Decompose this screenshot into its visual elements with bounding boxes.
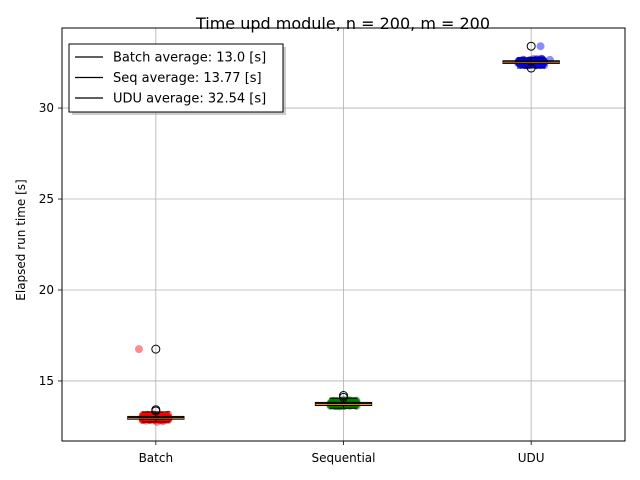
scatter-point [134, 345, 143, 354]
outlier-marker [526, 63, 536, 73]
chart-title: Time upd module, n = 200, m = 200 [195, 14, 490, 33]
legend-label: Batch average: 13.0 [s] [113, 51, 266, 66]
y-tick-label: 20 [39, 283, 54, 297]
legend-label: UDU average: 32.54 [s] [113, 92, 266, 107]
outlier-marker [151, 405, 161, 415]
scatter-point [536, 42, 545, 51]
x-tick-label: Sequential [312, 451, 376, 465]
x-tick-label: UDU [518, 451, 545, 465]
y-axis-label: Elapsed run time [s] [14, 179, 28, 300]
scatter-point [537, 55, 546, 64]
y-axis: 15 20 25 30 [39, 101, 62, 388]
y-tick-label: 15 [39, 374, 54, 388]
outlier-marker [339, 391, 348, 401]
outlier-marker [151, 344, 161, 354]
legend: Batch average: 13.0 [s] Seq average: 13.7… [68, 43, 286, 115]
y-tick-label: 30 [39, 101, 54, 115]
x-axis: Batch Sequential UDU [139, 441, 545, 465]
legend-label: Seq average: 13.77 [s] [113, 71, 262, 86]
y-tick-label: 25 [39, 192, 54, 206]
scatter-point [141, 416, 150, 425]
outlier-marker [526, 41, 536, 51]
box-plots [127, 41, 560, 423]
legend-box [68, 43, 284, 113]
x-tick-label: Batch [139, 451, 174, 465]
